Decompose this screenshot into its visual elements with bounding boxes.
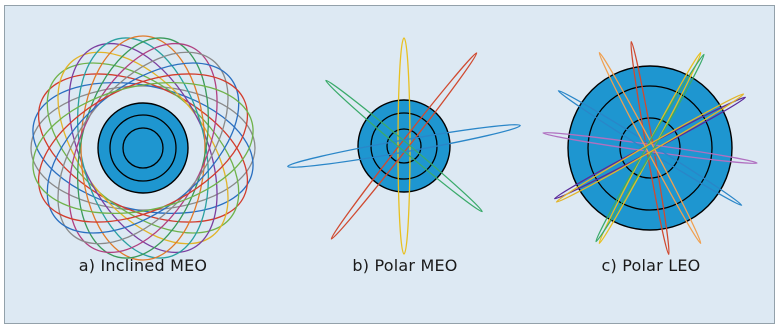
earth: [567, 65, 733, 231]
earth-ring: [619, 117, 681, 179]
caption-polar-leo: c) Polar LEO: [601, 256, 701, 275]
orbit-ring: [76, 37, 210, 259]
orbit-ring: [598, 51, 702, 245]
orbit-ring: [57, 51, 229, 245]
orbit-ring: [68, 42, 218, 254]
earth-ring: [122, 127, 164, 169]
orbit-ring: [30, 85, 256, 211]
caption-inclined-meo: a) Inclined MEO: [78, 256, 208, 275]
orbit-ring: [555, 93, 745, 203]
orbit-ring: [37, 73, 249, 223]
polar-meo-diagram: [287, 37, 521, 255]
earth-ring: [587, 85, 713, 211]
orbit-ring: [32, 81, 254, 215]
orbit-ring: [68, 42, 218, 254]
inclined-meo-diagram: [30, 35, 256, 261]
earth-ring: [109, 114, 177, 182]
orbit-ring: [325, 79, 483, 213]
orbit-ring: [76, 37, 210, 259]
orbit-ring: [32, 81, 254, 215]
earth: [97, 102, 189, 194]
polar-leo-diagram: [542, 40, 758, 256]
orbit-ring: [46, 62, 240, 234]
orbit-ring: [37, 73, 249, 223]
orbit-ring: [330, 52, 478, 240]
orbit-ring: [46, 62, 240, 234]
caption-polar-meo: b) Polar MEO: [352, 256, 458, 275]
earth-ring: [386, 128, 422, 164]
orbit-ring: [80, 35, 206, 261]
orbit-ring: [57, 51, 229, 245]
